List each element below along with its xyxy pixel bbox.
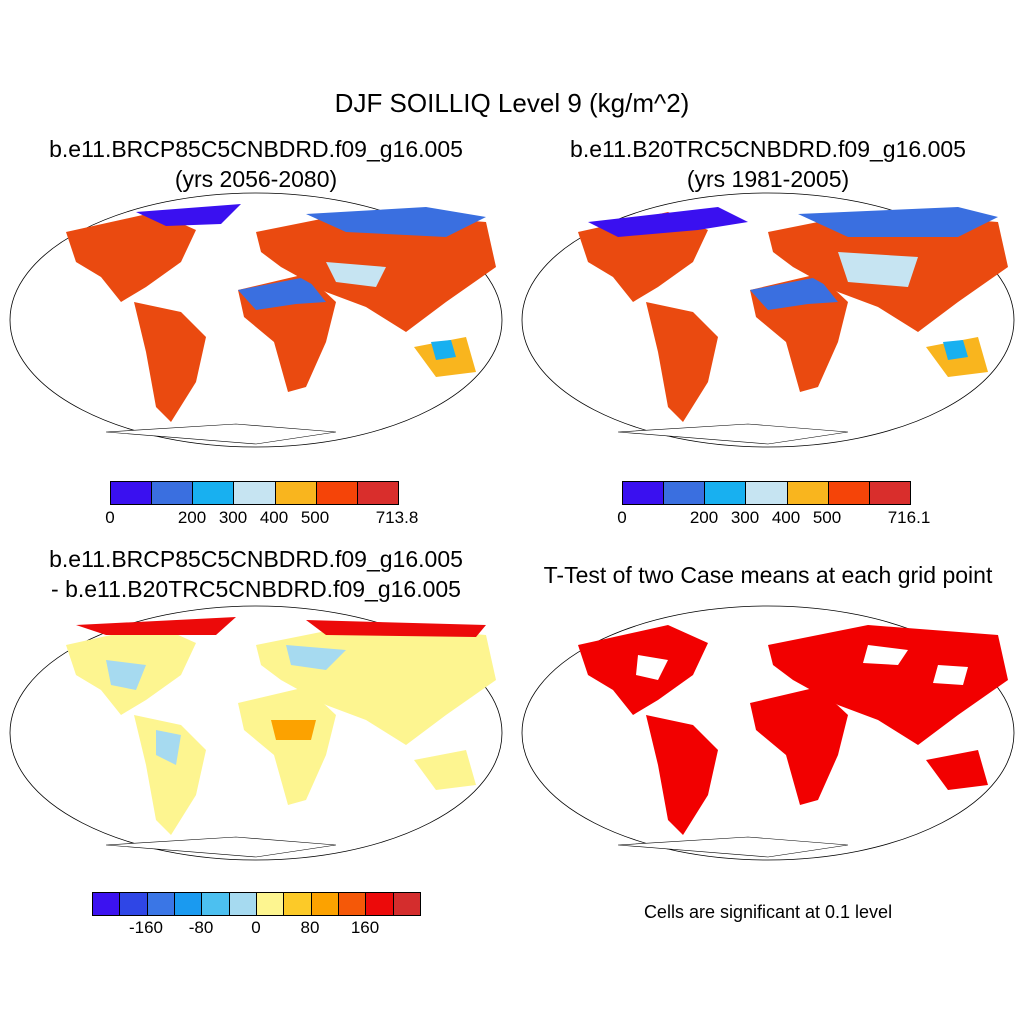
difference-colorbar-swatch bbox=[393, 893, 420, 915]
case-land bbox=[66, 204, 496, 445]
case-colorbar-swatch bbox=[111, 482, 153, 504]
difference-land bbox=[66, 617, 496, 858]
control-colorbar-swatch bbox=[746, 482, 788, 504]
difference-colorbar-swatch bbox=[338, 893, 367, 915]
control-colorbar-swatch bbox=[664, 482, 706, 504]
case-tick-label: 200 bbox=[177, 508, 207, 527]
case-colorbar-swatch bbox=[152, 482, 194, 504]
control-tick-label: 300 bbox=[730, 508, 760, 527]
case-colorbar-swatch bbox=[193, 482, 235, 504]
case-tick-label: 500 bbox=[300, 508, 330, 527]
control-title-line1: b.e11.B20TRC5CNBDRD.f09_g16.005 bbox=[570, 136, 966, 162]
control-colorbar-swatch bbox=[869, 482, 910, 504]
difference-tick-label: -80 bbox=[188, 918, 214, 937]
control-tick-label: 0 bbox=[617, 508, 627, 527]
ttest-map bbox=[521, 605, 1015, 861]
case-colorbar-swatch bbox=[316, 482, 358, 504]
difference-tick-label: 80 bbox=[300, 918, 320, 937]
difference-colorbar-swatch bbox=[147, 893, 175, 915]
control-land bbox=[578, 207, 1008, 445]
control-tick-label: 400 bbox=[771, 508, 801, 527]
control-tick-label: 200 bbox=[689, 508, 719, 527]
ttest-panel-title: T-Test of two Case means at each grid po… bbox=[543, 562, 993, 588]
difference-colorbar-swatch bbox=[284, 893, 312, 915]
control-colorbar-swatch bbox=[787, 482, 829, 504]
case-tick-label: 713.8 bbox=[375, 508, 419, 527]
control-title-line2: (yrs 1981-2005) bbox=[686, 166, 850, 192]
case-title-line1: b.e11.BRCP85C5CNBDRD.f09_g16.005 bbox=[49, 136, 463, 162]
difference-tick-label: 160 bbox=[350, 918, 380, 937]
difference-colorbar-swatch bbox=[366, 893, 394, 915]
case-title-line2: (yrs 2056-2080) bbox=[174, 166, 338, 192]
difference-title-line2: - b.e11.B20TRC5CNBDRD.f09_g16.005 bbox=[51, 576, 461, 602]
difference-colorbar-swatch bbox=[311, 893, 339, 915]
case-colorbar-swatch bbox=[234, 482, 276, 504]
case-tick-label: 0 bbox=[105, 508, 115, 527]
difference-colorbar-swatch bbox=[120, 893, 148, 915]
figure-title: DJF SOILLIQ Level 9 (kg/m^2) bbox=[334, 88, 690, 118]
difference-colorbar-swatch bbox=[174, 893, 203, 915]
control-map bbox=[521, 192, 1015, 448]
difference-colorbar-swatch bbox=[256, 893, 285, 915]
control-colorbar-swatch bbox=[705, 482, 747, 504]
difference-tick-label: -160 bbox=[128, 918, 164, 937]
difference-colorbar-swatch bbox=[93, 893, 121, 915]
difference-tick-label: 0 bbox=[251, 918, 261, 937]
case-tick-label: 400 bbox=[259, 508, 289, 527]
control-tick-label: 500 bbox=[812, 508, 842, 527]
control-colorbar-swatch bbox=[828, 482, 870, 504]
control-colorbar-swatch bbox=[623, 482, 665, 504]
difference-panel-title: b.e11.BRCP85C5CNBDRD.f09_g16.005 - b.e11… bbox=[0, 544, 512, 604]
difference-colorbar-swatch bbox=[229, 893, 257, 915]
control-panel-title: b.e11.B20TRC5CNBDRD.f09_g16.005 (yrs 198… bbox=[512, 134, 1024, 194]
case-colorbar-swatch bbox=[275, 482, 317, 504]
ttest-significant-cells bbox=[578, 625, 1008, 858]
difference-map bbox=[9, 605, 503, 861]
case-map bbox=[9, 192, 503, 448]
control-colorbar bbox=[622, 481, 911, 505]
case-panel-title: b.e11.BRCP85C5CNBDRD.f09_g16.005 (yrs 20… bbox=[0, 134, 512, 194]
difference-title-line1: b.e11.BRCP85C5CNBDRD.f09_g16.005 bbox=[49, 546, 463, 572]
case-colorbar bbox=[110, 481, 399, 505]
difference-colorbar bbox=[92, 892, 421, 916]
difference-colorbar-swatch bbox=[202, 893, 230, 915]
case-tick-label: 300 bbox=[218, 508, 248, 527]
case-colorbar-swatch bbox=[357, 482, 398, 504]
control-tick-label: 716.1 bbox=[887, 508, 931, 527]
significance-note: Cells are significant at 0.1 level bbox=[643, 902, 893, 922]
